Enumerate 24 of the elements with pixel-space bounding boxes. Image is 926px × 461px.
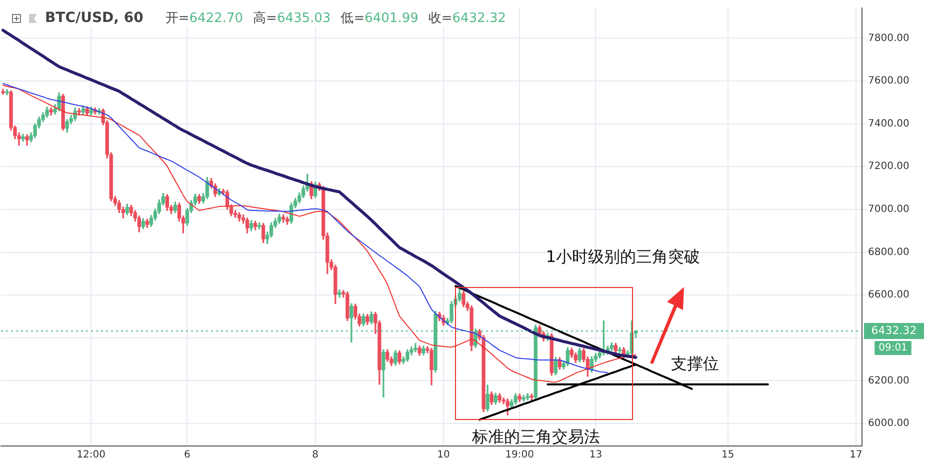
y-tick-label: 7800.00 [868,32,910,44]
ref-line-label: 6432.32 [871,324,917,337]
x-tick-label: 15 [721,450,734,461]
x-tick-label: 17 [850,450,862,461]
y-tick-label: 7200.00 [868,161,910,172]
y-tick-label: 6200.00 [868,375,910,386]
annotation: 支撑位 [671,354,719,374]
x-tick-label: 19:00 [505,450,534,461]
y-tick-label: 7600.00 [868,76,910,87]
x-tick-label: 6 [184,450,190,461]
y-tick-label: 6800.00 [868,246,910,258]
x-tick-label: 10 [437,450,450,461]
chart-subtitle: 开=6422.70 高=6435.03 低=6401.99 收=6432.32 [165,10,506,27]
x-tick-label: 13 [589,450,602,461]
x-tick-label: 12:00 [76,450,106,461]
y-tick-label: 6000.00 [868,418,910,430]
y-tick-label: 6600.00 [868,290,910,301]
text: 09:01 [878,342,908,354]
annotation: 标准的三角交易法 [471,427,600,446]
y-tick-label: 7000.00 [868,204,910,216]
annotation: 1小时级别的三角突破 [546,247,700,266]
x-tick-label: 8 [312,450,319,461]
chart-title: BTC/USD, 60 [45,10,144,26]
y-tick-label: 7400.00 [868,118,910,130]
